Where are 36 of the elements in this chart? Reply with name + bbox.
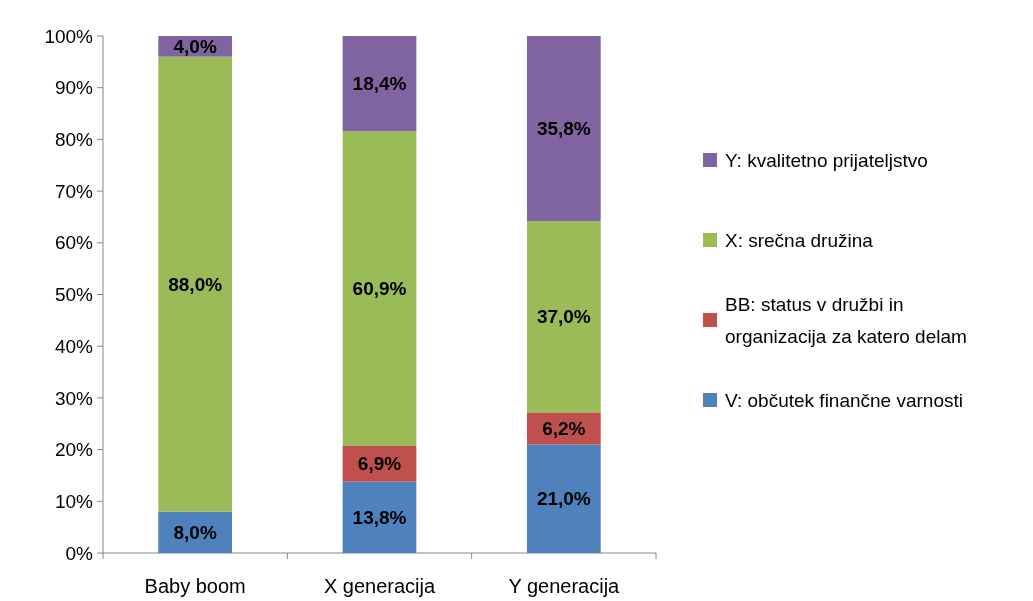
data-label: 60,9% xyxy=(352,278,407,300)
y-tick-label: 80% xyxy=(54,129,94,151)
y-tick-label: 0% xyxy=(65,542,94,564)
bar xyxy=(342,131,417,446)
data-label: 88,0% xyxy=(168,273,223,295)
x-tick-label: Y generacija xyxy=(508,575,621,597)
bar xyxy=(526,36,601,222)
bar xyxy=(158,56,233,512)
data-label: 6,2% xyxy=(542,418,586,440)
data-label: 13,8% xyxy=(352,506,407,528)
legend-label: V: občutek finančne varnosti xyxy=(725,389,963,411)
data-label: 21,0% xyxy=(536,488,591,510)
data-label: 18,4% xyxy=(352,73,407,95)
legend-label: Y: kvalitetno prijateljstvo xyxy=(725,149,928,171)
y-tick-label: 70% xyxy=(54,180,94,202)
y-tick-label: 20% xyxy=(54,439,94,461)
legend-label: BB: status v družbi in organizacija za katero delam xyxy=(725,293,967,347)
bar xyxy=(526,221,601,413)
data-label: 4,0% xyxy=(173,35,217,57)
y-tick-label: 30% xyxy=(54,387,94,409)
y-tick-label: 40% xyxy=(54,335,94,357)
x-tick-label: Baby boom xyxy=(144,575,246,597)
data-label: 35,8% xyxy=(536,118,591,140)
y-tick-label: 100% xyxy=(44,25,94,47)
y-tick-label: 90% xyxy=(54,77,94,99)
bar xyxy=(342,481,417,553)
bar xyxy=(342,36,417,132)
data-label: 37,0% xyxy=(536,306,591,328)
y-tick-label: 60% xyxy=(54,232,94,254)
legend-label: X: srečna družina xyxy=(725,229,874,251)
y-tick-label: 10% xyxy=(54,490,94,512)
x-tick-label: X generacija xyxy=(323,575,436,597)
data-label: 8,0% xyxy=(173,521,217,543)
bar xyxy=(526,444,601,553)
y-tick-label: 50% xyxy=(54,284,94,306)
data-label: 6,9% xyxy=(357,453,402,475)
